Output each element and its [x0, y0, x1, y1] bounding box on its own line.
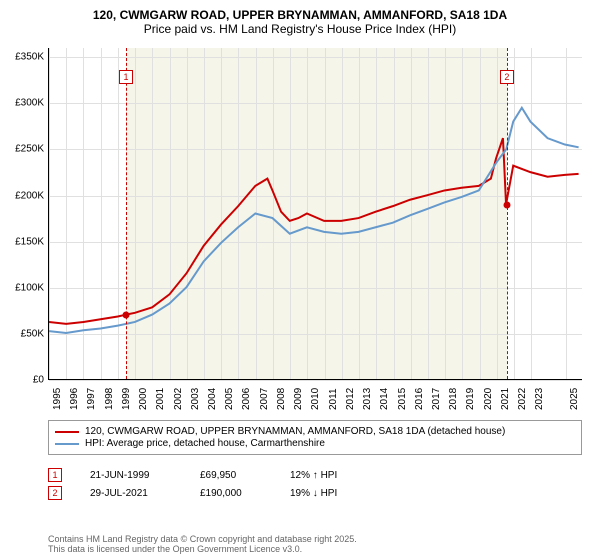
sale-price-2: £190,000 [200, 488, 290, 499]
legend-row-hpi: HPI: Average price, detached house, Carm… [55, 438, 575, 449]
xtick: 2014 [379, 388, 390, 410]
legend-row-property: 120, CWMGARW ROAD, UPPER BRYNAMMAN, AMMA… [55, 426, 575, 437]
ytick: £300K [0, 98, 44, 109]
xtick: 2009 [293, 388, 304, 410]
xtick: 2012 [345, 388, 356, 410]
xtick: 1999 [121, 388, 132, 410]
sale-dot [122, 312, 129, 319]
xtick: 2007 [259, 388, 270, 410]
sale-vline [507, 48, 508, 379]
xtick: 2025 [569, 388, 580, 410]
ytick: £150K [0, 236, 44, 247]
xtick: 2008 [276, 388, 287, 410]
title-line2: Price paid vs. HM Land Registry's House … [10, 22, 590, 36]
sale-hpi-1: 12% ↑ HPI [290, 470, 337, 481]
xtick: 2015 [397, 388, 408, 410]
sale-date-1: 21-JUN-1999 [90, 470, 200, 481]
sales-block: 1 21-JUN-1999 £69,950 12% ↑ HPI 2 29-JUL… [48, 464, 337, 504]
chart-marker-2: 2 [500, 70, 514, 84]
sale-vline [126, 48, 127, 379]
legend-label-property: 120, CWMGARW ROAD, UPPER BRYNAMMAN, AMMA… [85, 426, 505, 437]
legend-label-hpi: HPI: Average price, detached house, Carm… [85, 438, 325, 449]
xtick: 2018 [448, 388, 459, 410]
xtick: 2011 [328, 388, 339, 410]
xtick: 2002 [173, 388, 184, 410]
chart-container: 120, CWMGARW ROAD, UPPER BRYNAMMAN, AMMA… [0, 0, 600, 560]
xtick: 2020 [483, 388, 494, 410]
xtick: 2004 [207, 388, 218, 410]
sale-marker-2: 2 [48, 486, 62, 500]
sale-row-1: 1 21-JUN-1999 £69,950 12% ↑ HPI [48, 468, 337, 482]
legend-swatch-hpi [55, 443, 79, 445]
ytick: £250K [0, 144, 44, 155]
ytick: £100K [0, 282, 44, 293]
xtick: 2005 [224, 388, 235, 410]
xtick: 1995 [52, 388, 63, 410]
sale-marker-1: 1 [48, 468, 62, 482]
ytick: £50K [0, 328, 44, 339]
xtick: 2016 [414, 388, 425, 410]
xtick: 2019 [465, 388, 476, 410]
ytick: £200K [0, 190, 44, 201]
footer-line2: This data is licensed under the Open Gov… [48, 544, 357, 554]
xtick: 2001 [155, 388, 166, 410]
series-property [49, 138, 579, 324]
chart-marker-1: 1 [119, 70, 133, 84]
xtick: 2023 [534, 388, 545, 410]
sale-hpi-2: 19% ↓ HPI [290, 488, 337, 499]
ytick: £0 [0, 375, 44, 386]
sale-date-2: 29-JUL-2021 [90, 488, 200, 499]
title-line1: 120, CWMGARW ROAD, UPPER BRYNAMMAN, AMMA… [10, 8, 590, 22]
sale-row-2: 2 29-JUL-2021 £190,000 19% ↓ HPI [48, 486, 337, 500]
xtick: 1996 [69, 388, 80, 410]
xtick: 2022 [517, 388, 528, 410]
sale-price-1: £69,950 [200, 470, 290, 481]
footer-line1: Contains HM Land Registry data © Crown c… [48, 534, 357, 544]
xtick: 2021 [500, 388, 511, 410]
sale-dot [503, 201, 510, 208]
title-block: 120, CWMGARW ROAD, UPPER BRYNAMMAN, AMMA… [0, 0, 600, 40]
xtick: 2006 [241, 388, 252, 410]
xtick: 1998 [104, 388, 115, 410]
chart-area: 12 [48, 48, 582, 380]
legend-swatch-property [55, 431, 79, 433]
xtick: 2010 [310, 388, 321, 410]
footer: Contains HM Land Registry data © Crown c… [48, 534, 357, 554]
xtick: 2013 [362, 388, 373, 410]
series-hpi [49, 108, 579, 333]
xtick: 2003 [190, 388, 201, 410]
ytick: £350K [0, 52, 44, 63]
xtick: 2000 [138, 388, 149, 410]
xtick: 2017 [431, 388, 442, 410]
xtick: 1997 [86, 388, 97, 410]
legend: 120, CWMGARW ROAD, UPPER BRYNAMMAN, AMMA… [48, 420, 582, 455]
